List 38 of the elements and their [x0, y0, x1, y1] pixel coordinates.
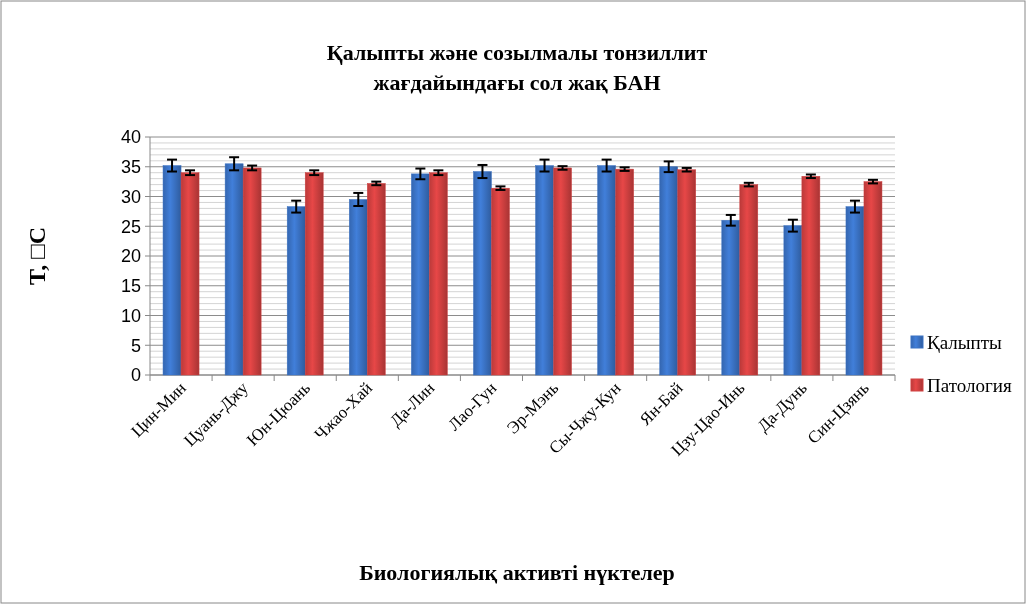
- bar: [286, 206, 306, 376]
- bar: [783, 225, 803, 376]
- bar: [597, 165, 616, 376]
- bar: [367, 183, 386, 376]
- bar: [304, 172, 324, 376]
- y-tick-label: 35: [120, 157, 141, 178]
- y-tick-label: 5: [130, 335, 141, 356]
- bar: [845, 206, 865, 376]
- y-tick-label: 0: [130, 365, 141, 386]
- bar: [677, 169, 696, 376]
- x-axis-title: Биологиялық активті нүктелер: [359, 560, 675, 585]
- bar: [491, 187, 510, 376]
- bar: [429, 172, 448, 376]
- y-tick-label: 20: [120, 246, 141, 267]
- bar: [242, 167, 262, 376]
- y-tick-label: 25: [120, 216, 141, 237]
- bar: [801, 176, 821, 376]
- legend-label: Қалыпты: [927, 331, 1002, 353]
- y-tick-label: 15: [120, 276, 141, 297]
- bar: [349, 199, 368, 376]
- y-tick-label: 40: [120, 127, 141, 148]
- bar: [411, 173, 430, 376]
- bar: [615, 168, 634, 376]
- bar: [180, 172, 200, 376]
- bar: [739, 184, 759, 376]
- y-tick-label: 30: [120, 186, 141, 207]
- bar: [721, 220, 741, 376]
- bar: [553, 167, 572, 376]
- chart-title: Қалыпты және созылмалы тонзиллит жағдайындағы сол жақ БАН: [326, 40, 708, 95]
- bar: [863, 181, 883, 376]
- legend-label: Патология: [927, 374, 1012, 396]
- bar: [659, 166, 678, 376]
- bar: [473, 171, 492, 376]
- bar: [535, 165, 554, 376]
- bar: [162, 165, 182, 376]
- y-axis-title: T, □C: [24, 226, 50, 286]
- y-tick-label: 10: [120, 305, 141, 326]
- bar: [224, 163, 244, 376]
